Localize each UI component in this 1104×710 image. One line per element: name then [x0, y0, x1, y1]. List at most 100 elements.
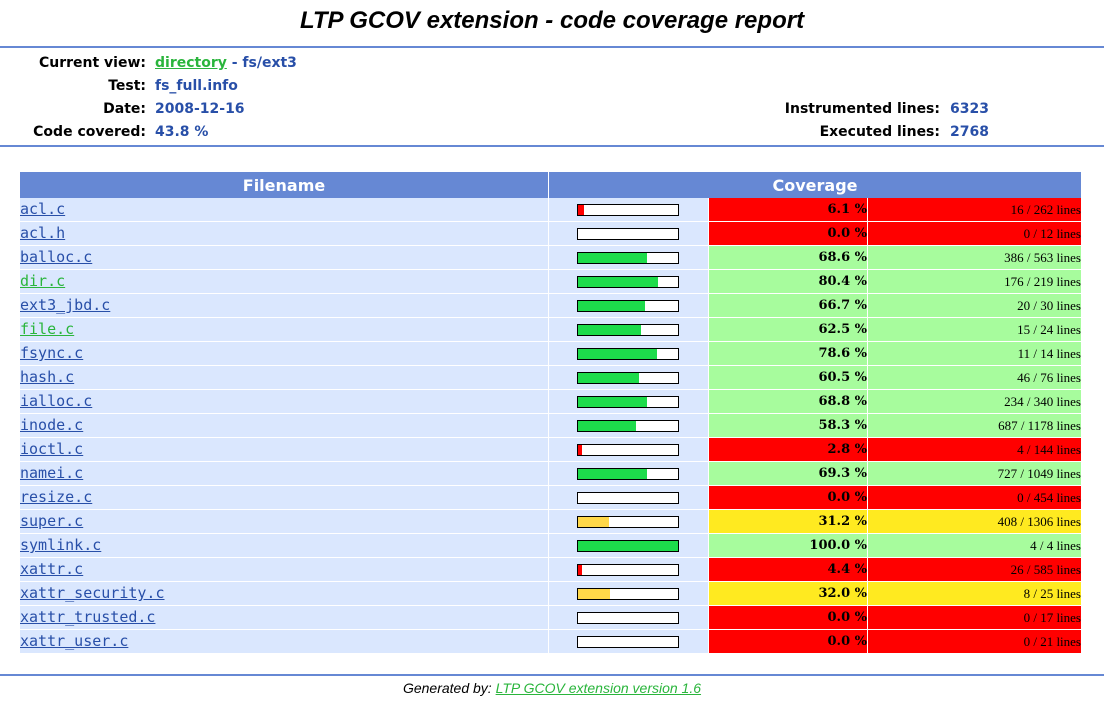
- footer: Generated by: LTP GCOV extension version…: [0, 680, 1104, 696]
- coverage-bar-cell: [549, 534, 709, 558]
- table-row: namei.c 69.3 % 727 / 1049 lines: [20, 462, 1081, 486]
- coverage-lines: 4 / 4 lines: [868, 534, 1081, 558]
- coverage-percent: 69.3 %: [709, 462, 868, 486]
- coverage-lines: 0 / 17 lines: [868, 606, 1081, 630]
- filename-cell: symlink.c: [20, 534, 549, 558]
- table-row: file.c 62.5 % 15 / 24 lines: [20, 318, 1081, 342]
- file-link[interactable]: xattr.c: [20, 560, 84, 578]
- table-row: symlink.c 100.0 % 4 / 4 lines: [20, 534, 1081, 558]
- table-row: ext3_jbd.c 66.7 % 20 / 30 lines: [20, 294, 1081, 318]
- table-row: acl.h 0.0 % 0 / 12 lines: [20, 222, 1081, 246]
- file-link[interactable]: file.c: [20, 320, 75, 338]
- filename-cell: fsync.c: [20, 342, 549, 366]
- coverage-bar: [577, 324, 679, 336]
- coverage-lines: 727 / 1049 lines: [868, 462, 1081, 486]
- coverage-bar-fill: [578, 397, 647, 407]
- coverage-percent: 2.8 %: [709, 438, 868, 462]
- footer-prefix: Generated by:: [402, 680, 496, 696]
- coverage-percent: 78.6 %: [709, 342, 868, 366]
- test-label: Test:: [108, 78, 146, 94]
- coverage-bar: [577, 420, 679, 432]
- file-link[interactable]: xattr_user.c: [20, 632, 129, 650]
- gcov-version-link[interactable]: LTP GCOV extension version 1.6: [495, 680, 702, 696]
- coverage-lines: 386 / 563 lines: [868, 246, 1081, 270]
- current-view-separator: -: [226, 55, 243, 71]
- coverage-lines: 11 / 14 lines: [868, 342, 1081, 366]
- top-divider: [0, 46, 1104, 48]
- table-row: inode.c 58.3 % 687 / 1178 lines: [20, 414, 1081, 438]
- coverage-bar-cell: [549, 222, 709, 246]
- coverage-lines: 176 / 219 lines: [868, 270, 1081, 294]
- coverage-bar-fill: [578, 445, 582, 455]
- table-row: xattr_user.c 0.0 % 0 / 21 lines: [20, 630, 1081, 654]
- coverage-bar-fill: [578, 517, 610, 527]
- file-link[interactable]: xattr_trusted.c: [20, 608, 156, 626]
- table-row: ialloc.c 68.8 % 234 / 340 lines: [20, 390, 1081, 414]
- filename-cell: dir.c: [20, 270, 549, 294]
- table-row: xattr_trusted.c 0.0 % 0 / 17 lines: [20, 606, 1081, 630]
- bottom-divider: [0, 674, 1104, 676]
- current-view-label: Current view:: [38, 55, 146, 71]
- directory-link[interactable]: directory: [155, 55, 227, 71]
- coverage-bar: [577, 396, 679, 408]
- file-link[interactable]: resize.c: [20, 488, 93, 506]
- file-link[interactable]: ext3_jbd.c: [20, 296, 111, 314]
- coverage-bar: [577, 564, 679, 576]
- coverage-bar-fill: [578, 541, 678, 551]
- coverage-bar: [577, 444, 679, 456]
- info-divider: [0, 145, 1104, 147]
- file-link[interactable]: inode.c: [20, 416, 84, 434]
- file-link[interactable]: namei.c: [20, 464, 84, 482]
- date-label: Date:: [103, 101, 146, 117]
- coverage-percent: 0.0 %: [709, 630, 868, 654]
- coverage-table: Filename Coverage acl.c 6.1 % 16 / 262 lin…: [20, 172, 1081, 654]
- coverage-percent: 60.5 %: [709, 366, 868, 390]
- file-link[interactable]: acl.h: [20, 224, 66, 242]
- file-link[interactable]: symlink.c: [20, 536, 102, 554]
- coverage-bar: [577, 276, 679, 288]
- filename-cell: balloc.c: [20, 246, 549, 270]
- coverage-bar-cell: [549, 462, 709, 486]
- file-link[interactable]: ialloc.c: [20, 392, 93, 410]
- table-row: xattr.c 4.4 % 26 / 585 lines: [20, 558, 1081, 582]
- table-row: acl.c 6.1 % 16 / 262 lines: [20, 198, 1081, 222]
- table-row: hash.c 60.5 % 46 / 76 lines: [20, 366, 1081, 390]
- file-link[interactable]: balloc.c: [20, 248, 93, 266]
- file-link[interactable]: hash.c: [20, 368, 75, 386]
- coverage-bar-fill: [578, 589, 610, 599]
- coverage-bar-cell: [549, 390, 709, 414]
- coverage-bar-fill: [578, 205, 585, 215]
- coverage-bar-cell: [549, 558, 709, 582]
- coverage-bar-cell: [549, 342, 709, 366]
- coverage-lines: 687 / 1178 lines: [868, 414, 1081, 438]
- coverage-lines: 234 / 340 lines: [868, 390, 1081, 414]
- coverage-percent: 80.4 %: [709, 270, 868, 294]
- file-link[interactable]: acl.c: [20, 200, 66, 218]
- file-link[interactable]: dir.c: [20, 272, 66, 290]
- coverage-percent: 0.0 %: [709, 486, 868, 510]
- coverage-bar-cell: [549, 414, 709, 438]
- coverage-bar-cell: [549, 318, 709, 342]
- filename-header: Filename: [20, 172, 549, 198]
- coverage-percent: 68.8 %: [709, 390, 868, 414]
- coverage-percent: 100.0 %: [709, 534, 868, 558]
- coverage-bar-cell: [549, 270, 709, 294]
- coverage-bar-cell: [549, 582, 709, 606]
- date-value: 2008-12-16: [155, 101, 245, 117]
- filename-cell: inode.c: [20, 414, 549, 438]
- code-covered-label: Code covered:: [33, 124, 146, 140]
- coverage-percent: 31.2 %: [709, 510, 868, 534]
- coverage-header: Coverage: [549, 172, 1081, 198]
- coverage-bar: [577, 636, 679, 648]
- coverage-lines: 4 / 144 lines: [868, 438, 1081, 462]
- coverage-percent: 0.0 %: [709, 222, 868, 246]
- file-link[interactable]: fsync.c: [20, 344, 84, 362]
- file-link[interactable]: ioctl.c: [20, 440, 84, 458]
- coverage-percent: 32.0 %: [709, 582, 868, 606]
- current-view-value: directory - fs/ext3: [155, 53, 297, 73]
- file-link[interactable]: xattr_security.c: [20, 584, 165, 602]
- coverage-bar: [577, 516, 679, 528]
- file-link[interactable]: super.c: [20, 512, 84, 530]
- coverage-bar-cell: [549, 486, 709, 510]
- coverage-lines: 26 / 585 lines: [868, 558, 1081, 582]
